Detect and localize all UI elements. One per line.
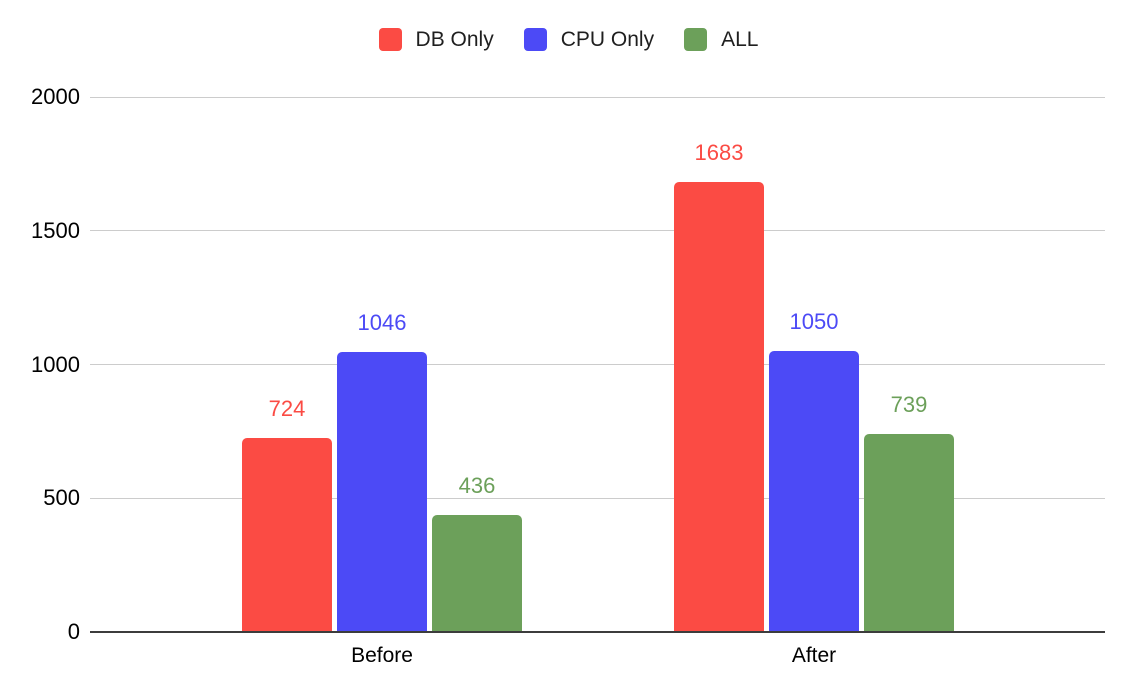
- value-label-all-before: 436: [458, 473, 496, 499]
- value-label-db-only-before: 724: [268, 396, 306, 422]
- legend-swatch-db-only: [378, 28, 402, 51]
- bar-column-cpu-only-before: 1046: [337, 311, 427, 632]
- legend-item-all[interactable]: ALL: [684, 28, 758, 51]
- y-tick-label-1000: 1000: [31, 351, 80, 377]
- legend-item-cpu-only[interactable]: CPU Only: [523, 28, 655, 51]
- bar-group-before: 724 1046 436: [242, 311, 522, 632]
- legend-label-db-only: DB Only: [415, 28, 494, 51]
- bar-column-db-only-before: 724: [242, 397, 332, 632]
- y-tick-label-1500: 1500: [31, 217, 80, 243]
- x-axis-line: [90, 631, 1105, 633]
- x-category-label-after: After: [791, 644, 837, 667]
- legend-label-all: ALL: [721, 28, 759, 51]
- y-tick-label-2000: 2000: [31, 84, 80, 109]
- value-label-cpu-only-before: 1046: [357, 310, 407, 336]
- y-tick-label-500: 500: [43, 485, 80, 511]
- value-label-all-after: 739: [890, 392, 928, 418]
- bar-column-cpu-only-after: 1050: [769, 310, 859, 632]
- chart-legend: DB Only CPU Only ALL: [0, 28, 1137, 51]
- gridline-500: [90, 497, 1105, 499]
- bar-db-only-after[interactable]: [674, 181, 764, 632]
- bar-cpu-only-before[interactable]: [337, 352, 427, 632]
- y-tick-label-0: 0: [67, 619, 80, 644]
- bar-cpu-only-after[interactable]: [769, 351, 859, 632]
- legend-item-db-only[interactable]: DB Only: [378, 28, 494, 51]
- gridline-1500: [90, 230, 1105, 232]
- legend-label-cpu-only: CPU Only: [560, 28, 655, 51]
- value-label-db-only-after: 1683: [694, 139, 744, 165]
- legend-swatch-cpu-only: [523, 28, 547, 51]
- bar-db-only-before[interactable]: [242, 438, 332, 632]
- bar-column-all-before: 436: [432, 474, 522, 632]
- bar-column-db-only-after: 1683: [674, 139, 764, 632]
- bar-all-before[interactable]: [432, 515, 522, 632]
- legend-swatch-all: [684, 28, 708, 51]
- bar-all-after[interactable]: [864, 434, 954, 632]
- gridline-2000: [90, 96, 1105, 98]
- bar-group-after: 1683 1050 739: [674, 139, 954, 632]
- bar-column-all-after: 739: [864, 393, 954, 632]
- x-category-label-before: Before: [351, 644, 413, 667]
- value-label-cpu-only-after: 1050: [789, 309, 839, 335]
- gridline-1000: [90, 364, 1105, 365]
